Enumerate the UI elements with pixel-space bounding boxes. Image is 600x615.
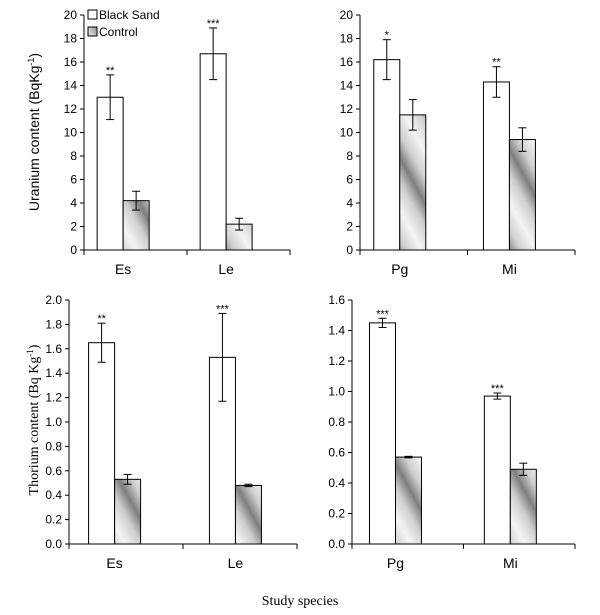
significance-label: *	[385, 30, 390, 42]
y-tick-label: 2	[346, 220, 353, 234]
y-tick-label: 1.2	[45, 391, 62, 405]
bar-control-pg	[399, 114, 427, 251]
bar-black-sand-es	[88, 342, 116, 545]
y-tick-label: 0.4	[45, 488, 62, 502]
bar-black-sand-le	[199, 53, 227, 251]
significance-label: ***	[376, 308, 390, 320]
y-tick-label: 8	[70, 149, 77, 163]
y-tick-label: 6	[346, 173, 353, 187]
y-tick-label: 4	[70, 196, 77, 210]
bar-control-mi	[509, 468, 537, 545]
significance-label: ***	[491, 383, 505, 395]
y-tick-label: 14	[64, 79, 78, 93]
bar-control-pg	[394, 456, 422, 545]
y-tick-label: 0.8	[328, 415, 345, 429]
bar-control-le	[234, 484, 262, 545]
y-tick-label: 10	[340, 126, 354, 140]
y-tick-label: 20	[340, 8, 354, 22]
y-tick-label: 0.8	[45, 439, 62, 453]
category-label-le: Le	[218, 261, 234, 277]
chart-panel-3: 0.0 0.2 0.4 0.6 0.8 1.0 1.2 1.4 1.6 1.8 2.0 ** Es ***…	[25, 293, 298, 571]
y-tick-label: 1.0	[45, 415, 62, 429]
category-label-es: Es	[106, 555, 122, 571]
y-tick-label: 0	[70, 243, 77, 257]
bar-black-sand-es	[96, 96, 124, 251]
y-tick-label: 0.2	[45, 513, 62, 527]
y-tick-label: 0.2	[328, 507, 345, 521]
y-tick-label: 4	[346, 196, 353, 210]
legend-label-black-sand: Black Sand	[99, 8, 160, 22]
y-tick-label: 0.0	[328, 537, 345, 551]
legend-swatch-control	[87, 26, 98, 37]
legend-label-control: Control	[99, 25, 138, 39]
x-axis-label: Study species	[262, 594, 339, 609]
y-tick-label: 12	[340, 102, 354, 116]
y-tick-label: 1.4	[328, 324, 345, 338]
chart-panel-2: 0 2 4 6 8 10 12 14 16 18 20 * Pg ** Mi	[340, 8, 576, 277]
y-tick-label: 0.4	[328, 476, 345, 490]
y-tick-label: 1.8	[45, 317, 62, 331]
significance-label: ***	[216, 303, 230, 315]
y-tick-label: 8	[346, 149, 353, 163]
bar-black-sand-mi	[482, 81, 510, 251]
y-tick-label: 1.0	[328, 385, 345, 399]
chart-panel-1: 0 2 4 6 8 10 12 14 16 18 20 ** Es *** Le Uranium conten…	[26, 8, 291, 277]
y-tick-label: 1.2	[328, 354, 345, 368]
y-tick-label: 18	[64, 32, 78, 46]
significance-label: **	[492, 57, 501, 69]
legend: Black Sand Control	[87, 8, 160, 39]
y-tick-label: 10	[64, 126, 78, 140]
chart-panel-4: 0.0 0.2 0.4 0.6 0.8 1.0 1.2 1.4 1.6 *** Pg *** Mi	[328, 293, 576, 571]
category-label-pg: Pg	[387, 555, 404, 571]
y-tick-label: 6	[70, 173, 77, 187]
category-label-mi: Mi	[502, 261, 517, 277]
y-tick-label: 0.6	[328, 446, 345, 460]
bar-black-sand-pg	[373, 59, 401, 251]
y-tick-label: 12	[64, 102, 78, 116]
significance-label: **	[106, 65, 115, 77]
y-axis-label: Uranium content (BqKg-1)	[26, 53, 42, 211]
bar-black-sand-mi	[483, 395, 511, 545]
category-label-pg: Pg	[391, 261, 408, 277]
y-tick-label: 14	[340, 79, 354, 93]
bar-black-sand-pg	[368, 322, 396, 545]
y-tick-label: 0.0	[45, 537, 62, 551]
y-tick-label: 18	[340, 32, 354, 46]
y-tick-label: 1.6	[328, 293, 345, 307]
y-tick-label: 0	[346, 243, 353, 257]
category-label-es: Es	[115, 261, 131, 277]
category-label-mi: Mi	[503, 555, 518, 571]
y-tick-label: 1.6	[45, 342, 62, 356]
bar-control-es	[114, 478, 142, 545]
legend-swatch-black-sand	[87, 9, 98, 20]
y-tick-label: 16	[340, 55, 354, 69]
y-axis-label: Thorium content (Bq Kg-1)	[25, 344, 42, 495]
y-tick-label: 0.6	[45, 464, 62, 478]
y-tick-label: 2.0	[45, 293, 62, 307]
significance-label: ***	[207, 18, 221, 30]
bar-control-mi	[508, 139, 536, 251]
category-label-le: Le	[228, 555, 244, 571]
significance-label: **	[97, 313, 106, 325]
y-tick-label: 2	[70, 220, 77, 234]
y-tick-label: 20	[64, 8, 78, 22]
y-tick-label: 1.4	[45, 366, 62, 380]
y-tick-label: 16	[64, 55, 78, 69]
